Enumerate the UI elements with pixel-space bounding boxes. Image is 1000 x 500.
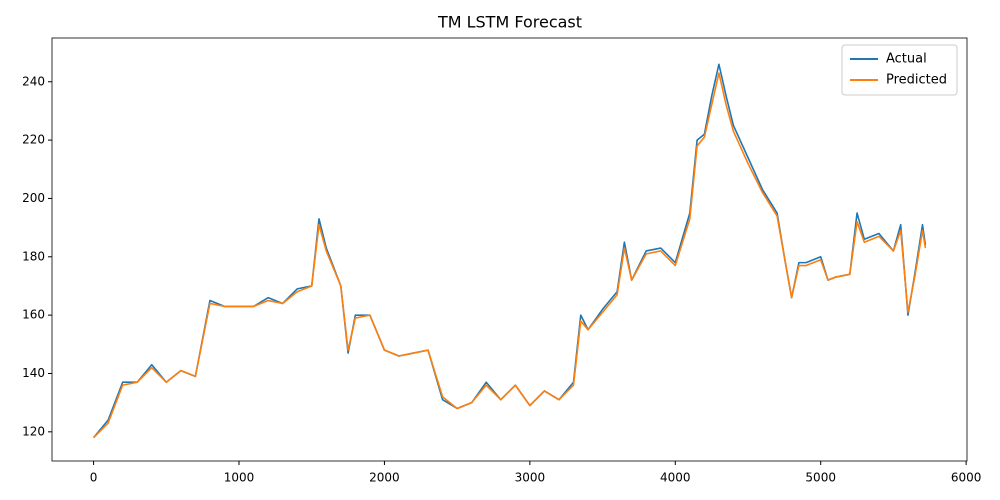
y-tick-label: 140: [22, 366, 45, 380]
series-line: [93, 72, 927, 439]
legend-label: Actual: [886, 52, 927, 67]
legend-label: Predicted: [886, 73, 947, 88]
y-tick-label: 160: [22, 308, 45, 322]
x-tick-label: 6000: [951, 471, 982, 485]
x-tick-label: 3000: [515, 471, 546, 485]
x-tick-label: 5000: [805, 471, 836, 485]
x-tick-label: 4000: [660, 471, 691, 485]
x-tick-label: 0: [90, 471, 98, 485]
legend: Actual Predicted: [841, 44, 958, 96]
y-tick-label: 200: [22, 191, 45, 205]
y-tick-label: 120: [22, 424, 45, 438]
y-tick-label: 220: [22, 133, 45, 147]
y-tick-label: 180: [22, 249, 45, 263]
legend-box: [841, 44, 958, 96]
plot-frame: [51, 37, 968, 462]
y-tick-label: 240: [22, 74, 45, 88]
series-line: [92, 63, 927, 439]
x-tick-label: 1000: [224, 471, 255, 485]
chart-title: TM LSTM Forecast: [437, 13, 582, 32]
x-tick-label: 2000: [369, 471, 400, 485]
